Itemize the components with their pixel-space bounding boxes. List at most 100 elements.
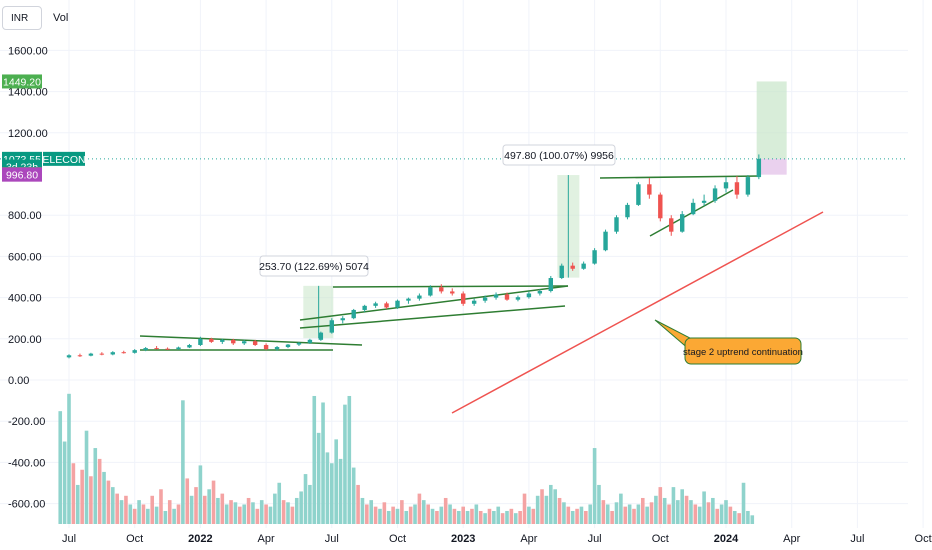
volume-bar <box>404 510 409 524</box>
volume-bar <box>382 502 387 524</box>
trendline <box>332 285 569 288</box>
volume-bar <box>566 506 571 524</box>
volume-bar <box>321 402 325 524</box>
candle-body <box>690 202 696 215</box>
candle <box>669 215 674 236</box>
volume-bar <box>373 506 378 524</box>
candle <box>263 343 269 351</box>
candle <box>231 338 236 345</box>
candle-body <box>340 318 345 321</box>
candle <box>329 318 334 334</box>
volume-bar <box>513 513 518 524</box>
candle-body <box>121 352 126 354</box>
candle <box>603 229 608 252</box>
trendline-red <box>451 211 824 414</box>
candle <box>592 248 597 265</box>
y-tick-label: 800.00 <box>8 210 42 222</box>
volume-bar <box>224 504 229 524</box>
volume-bar <box>189 495 194 524</box>
candle <box>428 285 433 297</box>
price-axis[interactable]: 1600.00 1400.00 1200.00 800.00 600.00 400.00 2… <box>8 45 48 510</box>
trendline <box>299 305 566 329</box>
volume-bar <box>662 497 667 524</box>
volume-bar <box>84 430 89 524</box>
candle <box>165 347 170 350</box>
candle <box>701 194 707 206</box>
volume-bar <box>483 513 487 524</box>
volume-bar <box>478 510 483 524</box>
volume-bar <box>159 489 163 524</box>
x-tick-label: 2022 <box>188 533 212 545</box>
volume-bar <box>316 432 321 524</box>
volume-bar <box>220 493 225 524</box>
candle-body <box>187 344 192 348</box>
candle <box>647 178 652 199</box>
volume-bar <box>527 506 531 524</box>
candle-body <box>198 338 203 345</box>
volume-bar <box>421 500 426 524</box>
time-axis[interactable]: Jul Oct 2022 Apr Jul Oct 2023 Apr Jul Oct 2024 Apr J… <box>62 533 932 545</box>
candle <box>548 275 553 293</box>
candle <box>712 185 718 203</box>
volume-bar <box>185 478 190 524</box>
candle-body <box>614 217 619 232</box>
volume-bar <box>303 474 308 524</box>
x-tick-label: Apr <box>258 533 275 545</box>
volume-bar <box>452 508 457 524</box>
candle <box>154 346 159 350</box>
volume-bar <box>172 508 176 524</box>
volume-bar <box>395 508 400 524</box>
volume-bar <box>286 502 290 524</box>
volume-bar <box>115 493 119 524</box>
volume-bar <box>413 504 417 524</box>
volume-bar <box>465 510 470 524</box>
measure-label: 497.80 (100.07%) 9956 <box>502 144 616 166</box>
candle-body <box>165 348 170 350</box>
volume-bar <box>627 504 632 524</box>
volume-bar <box>330 463 334 524</box>
x-tick-label: Jul <box>325 533 339 545</box>
volume-bar <box>132 508 137 524</box>
volume-bar <box>448 504 452 524</box>
candle-body <box>734 182 740 195</box>
price-label: 996.80 <box>2 167 42 182</box>
volume-bar <box>281 500 286 524</box>
volume-bar <box>150 495 155 524</box>
volume-bar <box>579 506 584 524</box>
currency-label: INR <box>11 13 29 24</box>
volume-bar <box>343 404 347 524</box>
volume-bar <box>500 513 505 524</box>
volume-bar <box>518 510 522 524</box>
price-label-bg <box>2 167 42 182</box>
y-tick-label: -400.00 <box>8 457 45 469</box>
volume-bar <box>80 469 84 524</box>
volume-bar <box>216 497 220 524</box>
candle-body <box>66 355 72 358</box>
volume-bar <box>697 506 702 524</box>
candle <box>734 176 740 199</box>
volume-bar <box>540 489 544 524</box>
candle <box>285 343 291 349</box>
volume-bar <box>435 510 439 524</box>
price-labels: 1449.201073.55ELECON3d 23h1072.85996.80 <box>2 74 86 182</box>
volume-bar <box>549 484 553 524</box>
candle <box>504 292 510 301</box>
volume-bar <box>430 508 435 524</box>
volume-bar <box>610 510 614 524</box>
candle <box>143 347 148 352</box>
volume-bar <box>684 495 689 524</box>
y-tick-label: 400.00 <box>8 293 42 305</box>
stop-zone <box>756 158 787 175</box>
candle-body <box>143 348 148 351</box>
ticker-label-text: ELECON <box>42 154 85 166</box>
callout: stage 2 uptrend continuation <box>654 319 803 365</box>
volume-bar <box>719 504 724 524</box>
currency-selector[interactable]: INR <box>2 6 42 30</box>
candle-body <box>88 353 94 356</box>
volume-bar <box>251 502 255 524</box>
volume-bar <box>505 510 509 524</box>
volume-bar <box>391 506 395 524</box>
measure-label-text: 497.80 (100.07%) 9956 <box>504 150 614 162</box>
annotations: 253.70 (122.69%) 5074 497.80 (100.07%) 99… <box>259 144 803 365</box>
